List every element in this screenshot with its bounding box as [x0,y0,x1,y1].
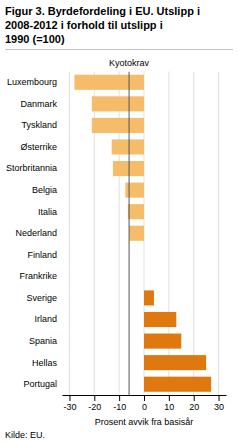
y-tick: Finland [27,250,57,260]
y-tick: Luxembourg [7,77,57,87]
plot: Kyotokrav -30 -20 -10 0 10 20 30 Luxembourg Danma… [6,58,227,413]
y-tick: Storbritannia [6,163,57,173]
y-tick-label: Sverige [26,293,57,303]
x-tick-mark [94,395,95,401]
y-tick-label: Spania [29,336,57,346]
y-tick-label: Storbritannia [6,163,57,173]
bar [144,290,154,305]
title-line: 1990 (=100) [5,33,65,45]
grid-line [218,72,219,396]
reference-line [129,72,130,396]
y-tick-label: Tyskland [21,120,57,130]
x-tick-mark [69,395,70,401]
x-tick-label: 30 [214,402,224,412]
y-tick: Hellas [32,358,58,368]
y-tick: Belgia [32,185,57,195]
grid-line [193,72,194,396]
y-tick-label: Danmark [20,99,57,109]
x-tick: -30 [63,395,76,412]
y-tick-label: Luxembourg [7,77,57,87]
bar [144,334,181,349]
y-tick: Frankrike [19,271,57,281]
source: Kilde: EU. [5,430,45,440]
y-tick: Tyskland [21,120,57,130]
bar [129,226,144,241]
x-tick: 20 [189,395,199,412]
bar [113,161,144,176]
y-tick: Spania [29,336,57,346]
y-tick-label: Italia [38,207,57,217]
bar [112,139,144,154]
y-tick-label: Frankrike [19,271,57,281]
x-tick: 10 [164,395,174,412]
chart: Figur 3. Byrdefordeling i EU. Utslipp i 2… [0,0,238,443]
x-tick-label: 20 [189,402,199,412]
title: Figur 3. Byrdefordeling i EU. Utslipp i 2… [5,5,200,45]
y-axis: Luxembourg Danmark Tyskland Østerrike Storbr… [6,77,58,389]
x-tick-label: -10 [113,402,126,412]
y-tick-label: Portugal [23,379,57,389]
y-tick-label: Irland [34,314,57,324]
bar [144,377,211,392]
bar [74,75,144,90]
y-tick: Sverige [26,293,57,303]
y-tick: Nederland [15,228,57,238]
bar [125,183,144,198]
x-tick-label: -20 [88,402,101,412]
x-axis: -30 -20 -10 0 10 20 30 [63,395,227,412]
x-tick-mark [144,395,145,401]
y-tick: Irland [34,314,57,324]
x-tick: 30 [214,395,224,412]
bar [92,96,144,111]
x-tick: -10 [113,395,126,412]
bar [144,312,176,327]
x-tick-mark [219,395,220,401]
title-line: Figur 3. Byrdefordeling i EU. Utslipp i [5,5,200,17]
bar [144,247,145,262]
y-tick: Italia [38,207,57,217]
y-tick: Danmark [20,99,57,109]
y-tick: Portugal [23,379,57,389]
y-tick-label: Østerrike [20,142,57,152]
bar [128,204,144,219]
x-tick: 0 [142,395,147,412]
x-tick-label: 10 [164,402,174,412]
grid [69,72,218,396]
marks [74,72,211,396]
title-rule [5,49,233,50]
y-tick: Østerrike [20,142,57,152]
bar [92,118,144,133]
annotation: Kyotokrav [109,58,150,68]
x-tick-label: -30 [63,402,76,412]
y-tick-label: Hellas [32,358,58,368]
x-tick-mark [119,395,120,401]
y-tick-label: Finland [27,250,57,260]
grid-line [69,72,70,396]
title-line: 2008-2012 i forhold til utslipp i [5,19,163,31]
y-tick-label: Belgia [32,185,57,195]
bar [144,269,145,284]
bar [144,355,206,370]
x-tick-mark [194,395,195,401]
x-axis-title: Prosent avvik fra basisår [95,417,194,427]
x-tick-label: 0 [142,402,147,412]
y-tick-label: Nederland [15,228,57,238]
x-tick-mark [169,395,170,401]
x-tick: -20 [88,395,101,412]
